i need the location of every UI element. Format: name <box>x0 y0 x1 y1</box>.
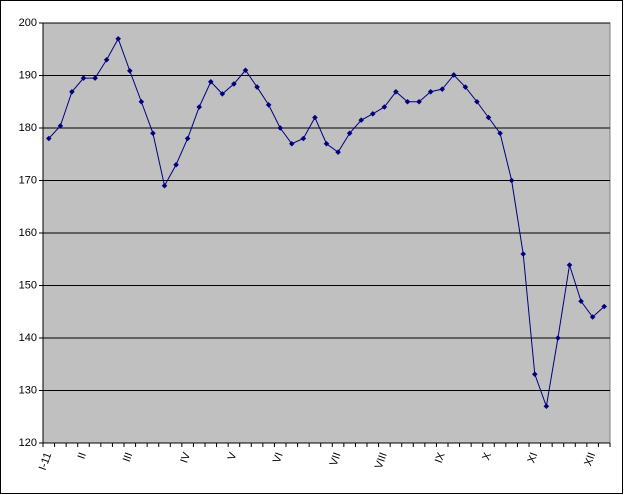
data-point <box>543 403 550 410</box>
y-tick-label: 140 <box>19 332 37 344</box>
x-tick-label: II <box>76 451 89 461</box>
data-point <box>92 75 98 81</box>
data-point <box>450 72 457 78</box>
data-point <box>277 125 284 131</box>
data-point <box>115 35 122 42</box>
data-point <box>265 102 272 108</box>
data-point <box>103 56 110 63</box>
x-tick-label: VIII <box>373 451 390 471</box>
data-point <box>404 98 411 105</box>
data-point <box>184 135 191 142</box>
x-tick-label: III <box>121 451 135 464</box>
y-tick-label: 160 <box>19 227 37 239</box>
y-tick-label: 180 <box>19 122 37 134</box>
data-point <box>555 335 561 341</box>
data-point <box>531 371 538 378</box>
x-tick-label: I-11 <box>37 451 54 472</box>
x-tick-label: X <box>480 450 494 462</box>
data-point <box>231 81 237 87</box>
data-point <box>138 98 145 105</box>
x-tick-label: VI <box>271 451 286 465</box>
data-point <box>589 314 596 320</box>
y-tick-label: 130 <box>19 384 37 396</box>
data-point <box>393 88 399 95</box>
x-tick-label: XII <box>582 451 598 468</box>
data-point <box>439 86 446 92</box>
data-point <box>474 98 480 105</box>
data-point <box>80 75 87 81</box>
data-point <box>173 161 179 168</box>
data-point <box>242 67 249 74</box>
data-point <box>219 91 226 97</box>
data-point <box>520 251 527 257</box>
data-point <box>126 67 133 74</box>
data-point <box>566 262 573 268</box>
data-point <box>161 182 168 189</box>
data-point <box>497 130 503 137</box>
data-point <box>150 130 156 137</box>
data-point <box>416 98 422 105</box>
data-point <box>45 135 52 142</box>
data-point <box>69 88 75 95</box>
data-point <box>358 117 365 123</box>
x-tick-label: IV <box>178 450 193 464</box>
data-point <box>578 298 584 305</box>
data-point <box>254 84 260 90</box>
y-tick-label: 200 <box>19 17 37 29</box>
data-point <box>312 114 318 121</box>
data-point <box>381 104 388 110</box>
data-point <box>207 79 214 85</box>
data-point <box>427 88 434 95</box>
data-point <box>196 104 203 110</box>
data-point <box>601 303 608 310</box>
x-tick-label: V <box>226 450 240 462</box>
data-point <box>462 84 469 90</box>
x-tick-label: IX <box>433 450 448 464</box>
data-point <box>369 111 376 117</box>
data-point <box>323 140 330 147</box>
y-tick-label: 150 <box>19 279 37 291</box>
data-point <box>288 140 295 147</box>
y-tick-label: 190 <box>19 69 37 81</box>
data-point <box>300 135 307 142</box>
x-tick-label: VII <box>328 451 344 468</box>
y-tick-label: 170 <box>19 174 37 186</box>
data-point <box>335 149 341 155</box>
data-point <box>57 123 64 129</box>
y-tick-label: 120 <box>19 437 37 449</box>
data-point <box>485 114 492 121</box>
data-point <box>346 130 353 137</box>
data-point <box>508 177 515 184</box>
x-tick-label: XI <box>526 451 541 465</box>
